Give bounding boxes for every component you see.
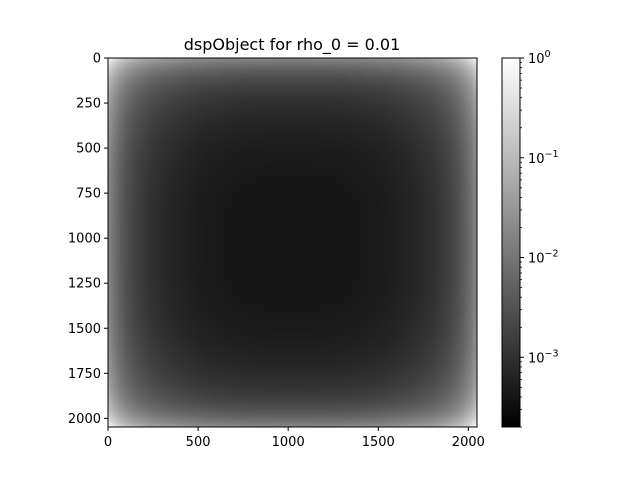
y-tick-label: 1500 (68, 322, 101, 337)
colorbar-tick-base: 10 (528, 252, 545, 267)
y-tick-label: 0 (93, 52, 101, 67)
y-axis: 0 250 500 750 1000 1250 1500 1750 2000 (68, 52, 108, 427)
colorbar-tick-exponent: −3 (545, 348, 559, 359)
y-tick-label: 250 (76, 97, 101, 112)
y-tick-label: 750 (76, 187, 101, 202)
colorbar-tick-base: 10 (528, 351, 545, 366)
x-tick-label: 0 (104, 435, 112, 450)
colorbar-tick-exponent: −2 (545, 249, 559, 260)
y-tick-label: 1750 (68, 367, 101, 382)
colorbar-tick-exponent: −1 (545, 149, 559, 160)
colorbar-tick-base: 10 (528, 152, 545, 167)
plot-frame (107, 57, 478, 428)
x-axis: 0 500 1000 1500 2000 (104, 427, 485, 450)
colorbar-tick-label: 100 (528, 49, 551, 67)
chart-title: dspObject for rho_0 = 0.01 (184, 35, 401, 55)
x-tick-label: 500 (186, 435, 211, 450)
colorbar (502, 58, 520, 427)
colorbar-tick-label: 10−1 (528, 149, 559, 167)
y-tick-label: 1000 (68, 232, 101, 247)
heatmap-raster (108, 58, 477, 427)
colorbar-tick-base: 10 (528, 52, 545, 67)
y-tick-label: 500 (76, 142, 101, 157)
colorbar-tick-label: 10−2 (528, 249, 559, 267)
x-tick-label: 1500 (362, 435, 395, 450)
heatmap-image (108, 58, 477, 427)
y-tick-label: 2000 (68, 412, 101, 427)
x-tick-label: 2000 (452, 435, 485, 450)
colorbar-tick-exponent: 0 (545, 49, 551, 60)
colorbar-frame (501, 57, 521, 428)
colorbar-tick-label: 10−3 (528, 348, 559, 366)
x-tick-label: 1000 (272, 435, 305, 450)
y-tick-label: 1250 (68, 277, 101, 292)
